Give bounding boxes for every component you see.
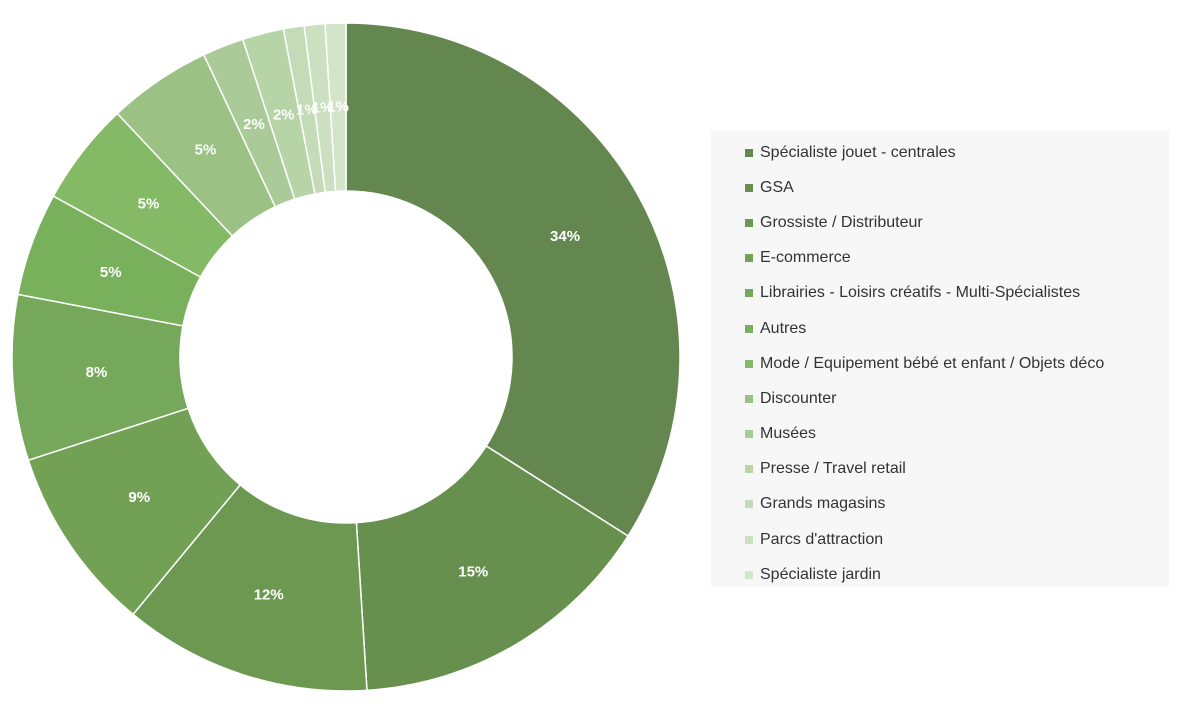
legend-swatch (745, 359, 753, 368)
legend-swatch (745, 254, 753, 263)
legend-item: Grands magasins (711, 487, 1169, 522)
legend-label: Autres (760, 319, 807, 337)
legend-swatch (745, 289, 753, 298)
legend-swatch (745, 535, 753, 544)
slice-label-9: 2% (243, 116, 265, 133)
legend-item: Parcs d'attraction (711, 522, 1169, 557)
legend-item: Grossiste / Distributeur (711, 205, 1169, 240)
slice-label-8: 5% (195, 142, 217, 159)
legend-label: GSA (760, 178, 794, 196)
legend-swatch (745, 500, 753, 509)
slice-label-10: 2% (273, 106, 295, 123)
legend-item: E-commerce (711, 241, 1169, 276)
slice-label-2: 15% (458, 564, 488, 581)
slice-label-6: 5% (100, 264, 122, 281)
legend-item: Spécialiste jouet - centrales (711, 135, 1169, 170)
legend-item: Librairies - Loisirs créatifs - Multi-Sp… (711, 276, 1169, 311)
legend-label: Spécialiste jardin (760, 565, 881, 583)
legend-label: Librairies - Loisirs créatifs - Multi-Sp… (760, 284, 1081, 302)
legend-swatch (745, 183, 753, 192)
slice-13 (324, 22, 347, 193)
legend-swatch (745, 430, 753, 439)
slice-label-7: 5% (138, 195, 160, 212)
slice-label-12: 1% (312, 100, 334, 117)
legend-swatch (745, 394, 753, 403)
legend-item: Mode / Equipement bébé et enfant / Objet… (711, 346, 1169, 381)
slice-2 (355, 444, 630, 692)
legend-item: GSA (711, 170, 1169, 205)
legend-swatch (745, 570, 753, 579)
slice-label-1: 34% (550, 228, 580, 245)
legend-item: Autres (711, 311, 1169, 346)
legend-item: Discounter (711, 381, 1169, 416)
legend-swatch (745, 324, 753, 333)
legend-label: E-commerce (760, 249, 851, 267)
legend-item: Presse / Travel retail (711, 452, 1169, 487)
legend-item: Musées (711, 417, 1169, 452)
legend-swatch (745, 218, 753, 227)
slice-label-13: 1% (327, 99, 349, 116)
slice-label-4: 9% (128, 489, 150, 506)
slice-1 (345, 22, 681, 538)
legend-label: Presse / Travel retail (760, 460, 906, 478)
legend-label: Parcs d'attraction (760, 530, 884, 548)
slice-3 (132, 483, 368, 692)
legend-item: Spécialiste jardin (711, 557, 1169, 592)
legend-label: Grands magasins (760, 495, 886, 513)
legend-label: Mode / Equipement bébé et enfant / Objet… (760, 354, 1105, 372)
legend-label: Grossiste / Distributeur (760, 213, 923, 231)
legend-swatch (745, 465, 753, 474)
slice-label-11: 1% (296, 102, 318, 119)
slice-label-5: 8% (86, 364, 108, 381)
legend-swatch (745, 148, 753, 157)
legend-label: Discounter (760, 389, 837, 407)
legend-label: Musées (760, 425, 817, 443)
slice-label-3: 12% (254, 586, 284, 603)
chart-legend: Spécialiste jouet - centrales GSA Grossist… (711, 131, 1169, 587)
legend-label: Spécialiste jouet - centrales (760, 143, 956, 161)
